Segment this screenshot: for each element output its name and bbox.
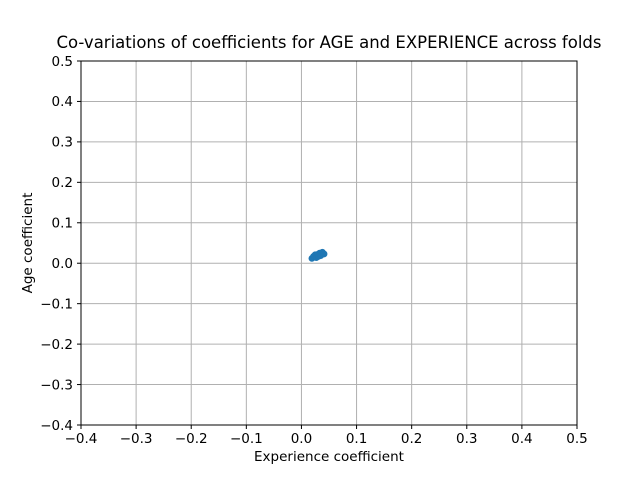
y-tick-label: 0.0 — [52, 256, 73, 272]
y-tick-label: 0.3 — [52, 135, 73, 151]
x-tick-label: 0.2 — [401, 431, 422, 447]
y-tick-label: −0.4 — [40, 418, 73, 434]
x-tick-label: −0.3 — [120, 431, 153, 447]
plot-border — [80, 60, 578, 426]
x-tick-label: −0.2 — [175, 431, 208, 447]
x-tick-label: 0.0 — [291, 431, 312, 447]
y-tick-label: 0.5 — [52, 54, 73, 70]
y-tick-label: 0.1 — [52, 216, 73, 232]
x-tick-label: 0.3 — [456, 431, 477, 447]
scatter-point — [320, 250, 328, 258]
x-axis-label: Experience coefficient — [254, 449, 404, 465]
x-tick-label: −0.4 — [65, 431, 98, 447]
y-tick-label: −0.2 — [40, 337, 73, 353]
y-axis-label: Age coefficient — [20, 192, 36, 294]
x-tick-label: 0.5 — [566, 431, 587, 447]
x-tick-label: 0.4 — [511, 431, 532, 447]
y-tick-label: 0.4 — [52, 94, 73, 110]
x-tick-label: 0.1 — [346, 431, 367, 447]
x-tick-label: −0.1 — [230, 431, 263, 447]
y-tick-label: 0.2 — [52, 175, 73, 191]
chart-title: Co-variations of coefficients for AGE an… — [56, 33, 602, 52]
y-tick-label: −0.1 — [40, 296, 73, 312]
y-tick-label: −0.3 — [40, 377, 73, 393]
